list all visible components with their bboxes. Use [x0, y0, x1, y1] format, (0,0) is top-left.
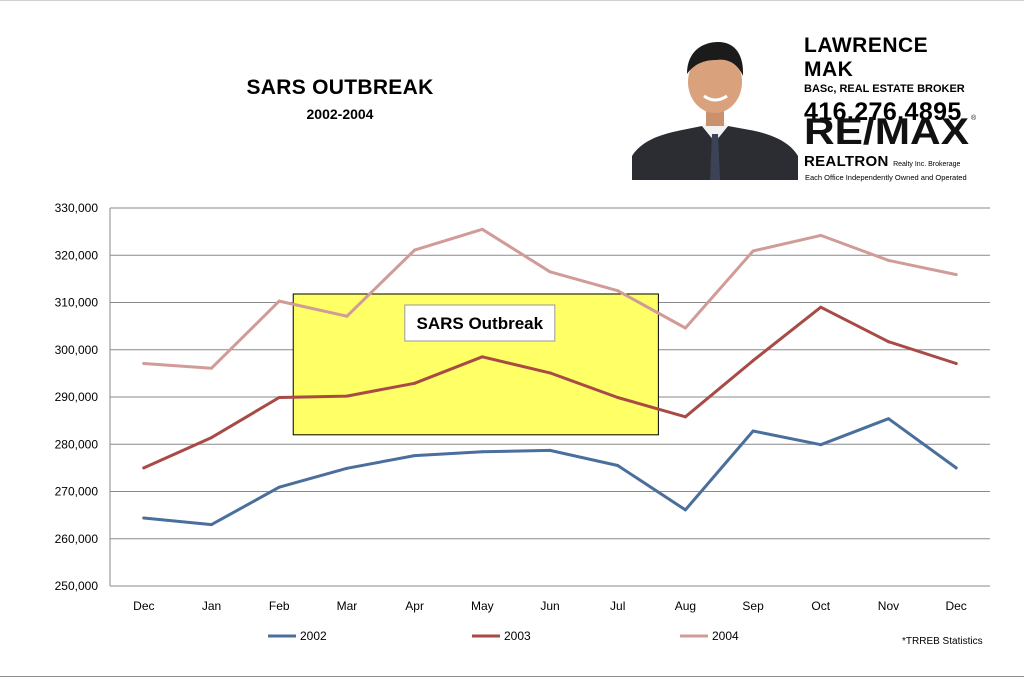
x-tick-label: Oct [811, 599, 830, 613]
agent-text: LAWRENCE MAK BASc, REAL ESTATE BROKER 41… [804, 34, 976, 128]
data-point [277, 299, 281, 303]
data-point [886, 417, 890, 421]
data-point [548, 371, 552, 375]
data-point [683, 415, 687, 419]
svg-text:RE/MAX: RE/MAX [804, 111, 969, 150]
data-point [683, 508, 687, 512]
callout: SARS Outbreak [404, 304, 556, 342]
agent-credentials: BASc, REAL ESTATE BROKER [804, 83, 965, 95]
data-point [345, 394, 349, 398]
bottom-border [0, 676, 1024, 677]
chart-title: SARS OUTBREAK [246, 76, 434, 99]
callout-label: SARS Outbreak [417, 314, 544, 333]
data-point [886, 258, 890, 262]
svg-text:®: ® [971, 114, 977, 122]
data-point [277, 395, 281, 399]
x-tick-label: Dec [133, 599, 154, 613]
x-tick-label: Aug [675, 599, 696, 613]
series-lines [142, 227, 958, 527]
data-point [954, 466, 958, 470]
brokerage-name: REALTRON [804, 153, 889, 170]
x-tick-label: Mar [337, 599, 358, 613]
title-block: SARS OUTBREAK 2002-2004 [210, 76, 470, 122]
data-point [819, 305, 823, 309]
data-point [210, 523, 214, 527]
brokerage-line: REALTRON Realty Inc. Brokerage [804, 153, 960, 171]
x-tick-label: Jun [540, 599, 559, 613]
top-border [0, 0, 1024, 1]
data-point [616, 395, 620, 399]
x-tick-label: Dec [945, 599, 966, 613]
brokerage-suffix: Realty Inc. Brokerage [893, 161, 961, 168]
x-tick-label: Jul [610, 599, 625, 613]
x-tick-label: May [471, 599, 494, 613]
data-point [886, 340, 890, 344]
data-point [616, 289, 620, 293]
data-point [954, 361, 958, 365]
legend: 2002 2003 2004 [268, 629, 739, 643]
data-point [683, 326, 687, 330]
agent-photo-icon [632, 42, 798, 180]
data-point [751, 429, 755, 433]
y-tick-label: 310,000 [55, 296, 99, 310]
x-tick-label: Feb [269, 599, 290, 613]
source-note: *TRREB Statistics [902, 636, 983, 647]
y-tick-label: 280,000 [55, 437, 99, 451]
legend-label: 2003 [504, 629, 531, 643]
data-point [142, 516, 146, 520]
data-point [277, 485, 281, 489]
y-tick-label: 290,000 [55, 390, 99, 404]
data-point [480, 450, 484, 454]
y-tick-label: 260,000 [55, 532, 99, 546]
callout-box [404, 304, 556, 342]
data-point [954, 273, 958, 277]
office-note: Each Office Independently Owned and Oper… [805, 173, 967, 182]
chart-subtitle: 2002-2004 [306, 106, 374, 122]
data-point [751, 359, 755, 363]
data-point [480, 227, 484, 231]
x-tick-label: Apr [405, 599, 424, 613]
remax-logo: RE/MAX ® [804, 111, 977, 150]
data-point [142, 466, 146, 470]
y-tick-label: 270,000 [55, 485, 99, 499]
data-point [413, 248, 417, 252]
data-point [548, 270, 552, 274]
data-point [345, 314, 349, 318]
data-point [548, 448, 552, 452]
agent-phone: 416.276.4895 [804, 98, 962, 126]
y-tick-label: 320,000 [55, 248, 99, 262]
y-tick-label: 250,000 [55, 579, 99, 593]
legend-label: 2004 [712, 629, 739, 643]
data-point [616, 464, 620, 468]
data-point [819, 443, 823, 447]
data-point [751, 249, 755, 253]
agent-name: LAWRENCE MAK [804, 34, 929, 81]
data-point [345, 466, 349, 470]
data-point [819, 233, 823, 237]
axis-labels: 250,000 260,000 270,000 280,000 290,000 300,0… [55, 201, 967, 613]
data-point [210, 366, 214, 370]
legend-label: 2002 [300, 629, 327, 643]
x-tick-label: Sep [742, 599, 764, 613]
data-point [210, 436, 214, 440]
x-tick-label: Jan [202, 599, 221, 613]
y-tick-label: 330,000 [55, 201, 99, 215]
x-tick-label: Nov [878, 599, 899, 613]
data-point [413, 381, 417, 385]
y-tick-label: 300,000 [55, 343, 99, 357]
data-point [413, 454, 417, 458]
agent-card: LAWRENCE MAK BASc, REAL ESTATE BROKER 41… [630, 30, 980, 182]
data-point [480, 355, 484, 359]
grid-lines [109, 207, 990, 587]
data-point [142, 361, 146, 365]
